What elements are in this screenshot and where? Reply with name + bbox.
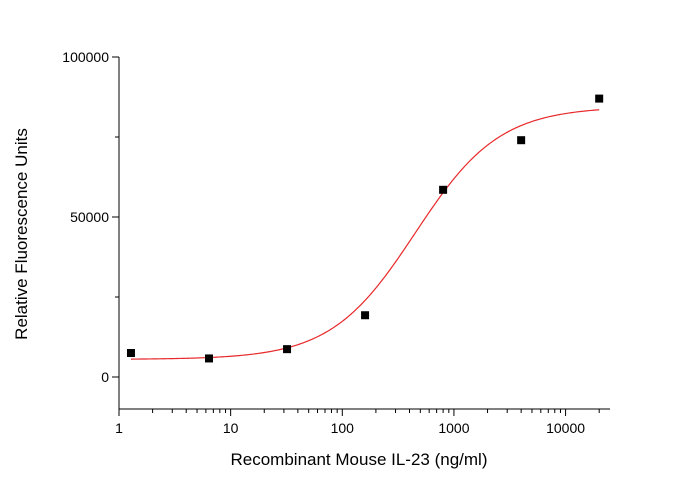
- data-points: [126, 94, 604, 363]
- axes: 0 50000 100000 1 10 100 1000 10000: [62, 49, 610, 436]
- data-point: [361, 311, 370, 320]
- x-tick-label: 1: [115, 420, 123, 436]
- x-tick-label: 1000: [438, 420, 469, 436]
- fit-curve: [130, 109, 600, 360]
- y-tick-label: 0: [101, 369, 109, 385]
- x-tick-label: 100: [331, 420, 355, 436]
- fit-curve-group: [130, 109, 600, 360]
- x-tick-label: 10: [223, 420, 239, 436]
- y-axis-title: Relative Fluorescence Units: [12, 128, 31, 340]
- data-point: [517, 136, 526, 145]
- data-point: [126, 349, 135, 357]
- data-point: [283, 345, 292, 354]
- y-tick-label: 100000: [62, 49, 109, 65]
- data-point: [205, 354, 214, 363]
- y-tick-label: 50000: [70, 209, 109, 225]
- data-point: [439, 185, 448, 194]
- x-axis-title: Recombinant Mouse IL-23 (ng/ml): [230, 450, 487, 469]
- data-point: [595, 94, 604, 103]
- x-tick-label: 10000: [546, 420, 585, 436]
